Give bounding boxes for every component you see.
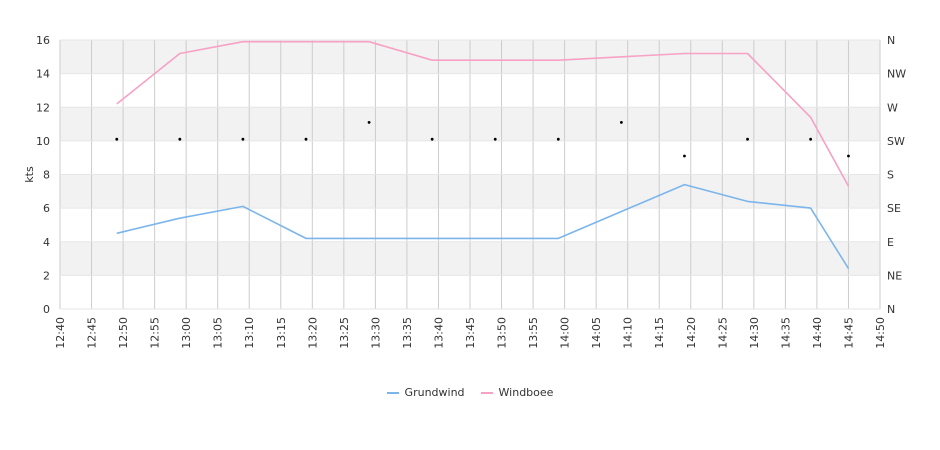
- x-tick-label: 12:55: [149, 317, 162, 349]
- x-tick-label: 12:40: [54, 317, 67, 349]
- series-lines: [116, 40, 850, 270]
- x-tick-label: 14:25: [716, 317, 729, 349]
- direction-marker: [115, 137, 119, 141]
- x-tick-label: 14:35: [779, 317, 792, 349]
- direction-marker: [304, 137, 308, 141]
- series-line-grundwind: [116, 183, 850, 270]
- y2-tick-label: W: [887, 101, 898, 114]
- x-tick-label: 14:20: [685, 317, 698, 349]
- y2-tick-label: NW: [887, 68, 906, 81]
- y-axis-label: kts: [23, 166, 36, 183]
- direction-marker: [847, 154, 850, 158]
- direction-marker: [178, 137, 182, 141]
- y2-tick-label: E: [887, 236, 894, 249]
- y2-tick-label: NE: [887, 269, 902, 282]
- x-tick-label: 13:00: [180, 317, 193, 349]
- legend-swatch-grundwind: [386, 391, 399, 394]
- y-tick-label: 10: [36, 135, 50, 148]
- y-tick-label: 6: [43, 202, 50, 215]
- x-tick-label: 13:10: [243, 317, 256, 349]
- x-tick-label: 13:35: [401, 317, 414, 349]
- x-tick-label: 13:55: [527, 317, 540, 349]
- x-tick-label: 14:05: [590, 317, 603, 349]
- x-tick-label: 14:00: [559, 317, 572, 349]
- direction-marker: [241, 137, 245, 141]
- y-tick-label: 16: [36, 34, 50, 47]
- direction-marker: [493, 137, 497, 141]
- x-tick-label: 14:15: [653, 317, 666, 349]
- x-axis-ticks: 12:40 12:45 12:50 12:55 13:00 13:05 13:10 13:15…: [54, 317, 887, 349]
- legend-label-grundwind: Grundwind: [404, 386, 465, 399]
- y2-tick-label: N: [887, 34, 895, 47]
- legend-item-windboee[interactable]: Windboee: [480, 386, 554, 399]
- y2-axis-ticks: N NE E SE S SW W NW N: [887, 34, 906, 316]
- legend: Grundwind Windboee: [0, 386, 940, 399]
- x-tick-label: 13:30: [369, 317, 382, 349]
- y-axis-ticks: 0 2 4 6 8 10 12 14 16: [36, 34, 50, 316]
- y-tick-label: 8: [43, 169, 50, 182]
- y2-tick-label: N: [887, 303, 895, 316]
- x-tick-label: 14:40: [811, 317, 824, 349]
- y2-tick-label: S: [887, 169, 894, 182]
- y-tick-label: 4: [43, 236, 50, 249]
- legend-label-windboee: Windboee: [498, 386, 554, 399]
- y2-tick-label: SW: [887, 135, 905, 148]
- x-tick-label: 12:45: [86, 317, 99, 349]
- direction-marker: [367, 120, 371, 124]
- y2-tick-label: SE: [887, 202, 901, 215]
- x-tick-label: 13:20: [306, 317, 319, 349]
- direction-marker: [619, 120, 623, 124]
- x-tick-label: 14:10: [622, 317, 635, 349]
- y-tick-label: 2: [43, 269, 50, 282]
- direction-markers: [115, 120, 850, 158]
- direction-marker: [683, 154, 686, 158]
- x-tick-label: 13:25: [338, 317, 351, 349]
- x-tick-label: 13:50: [496, 317, 509, 349]
- x-tick-label: 12:50: [117, 317, 130, 349]
- y-tick-label: 14: [36, 68, 50, 81]
- x-tick-label: 14:50: [874, 317, 887, 349]
- series-line-windboee: [116, 40, 850, 187]
- legend-item-grundwind[interactable]: Grundwind: [386, 386, 465, 399]
- direction-marker: [556, 137, 560, 141]
- y-tick-label: 0: [43, 303, 50, 316]
- x-tick-label: 14:30: [748, 317, 761, 349]
- direction-marker: [809, 137, 813, 141]
- legend-swatch-windboee: [480, 391, 493, 394]
- x-tick-label: 13:05: [212, 317, 225, 349]
- direction-marker: [430, 137, 434, 141]
- x-tick-label: 13:15: [275, 317, 288, 349]
- direction-marker: [746, 137, 749, 141]
- x-tick-label: 13:40: [432, 317, 445, 349]
- x-tick-label: 13:45: [464, 317, 477, 349]
- x-tick-label: 14:45: [842, 317, 855, 349]
- y-gridlines: [60, 39, 880, 310]
- y-tick-label: 12: [36, 101, 50, 114]
